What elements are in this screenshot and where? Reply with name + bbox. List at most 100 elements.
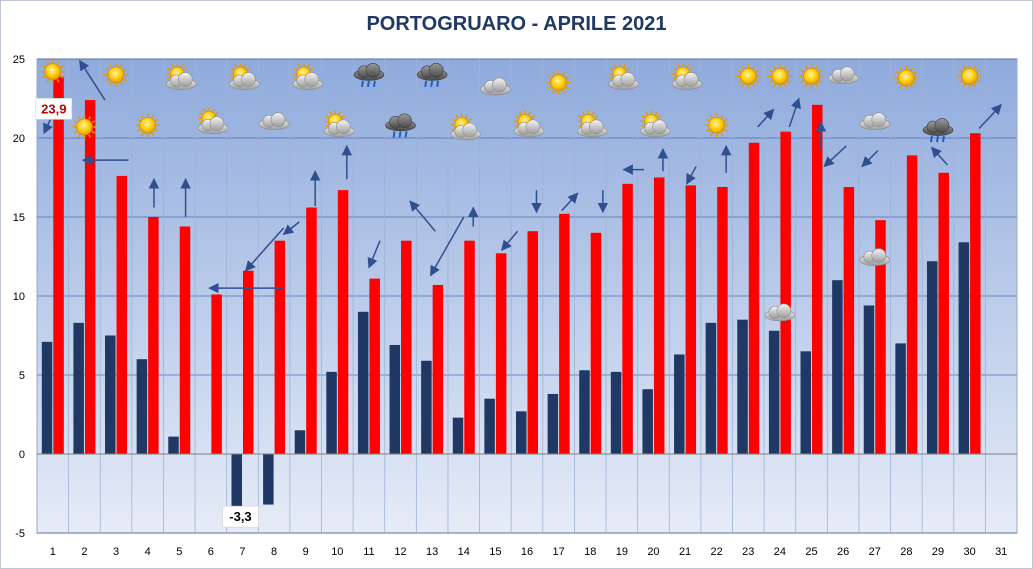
sun-ray [562,90,566,94]
sun-ray [60,75,64,79]
sun-ray [737,69,741,73]
sun-ray [783,65,787,69]
sun-ray [451,118,456,122]
cloud-puff [620,72,636,87]
sun-ray [613,64,617,68]
sun-ray [566,86,570,90]
sun-ray [566,76,570,79]
min-temp-bar [357,311,369,454]
cloud-icon [859,112,891,130]
sun-ray [686,64,690,68]
max-temp-bar [432,284,444,454]
sun-disc [771,67,789,85]
sun-ray [151,114,155,118]
cloud-icon [258,112,290,130]
sun-ray [962,65,966,69]
x-tick-label: 9 [303,546,309,558]
x-tick-label: 8 [271,546,277,558]
trend-arrow [501,230,519,251]
sun-ray [338,111,342,115]
sun-cloud-icon [165,62,197,90]
cloud-puff [776,303,792,319]
trend-arrow [685,166,697,185]
sun-ray [783,83,787,88]
sun-ray [136,118,141,122]
max-temp-bar [527,231,538,454]
sun-ray [109,64,113,68]
sun-ray [77,116,81,120]
sun-ray [230,77,234,81]
max-temp-bar [938,172,949,454]
sun-icon [40,59,65,84]
sun-ray [42,64,46,68]
max-temp-bar [53,76,64,454]
bars [41,76,981,507]
sun-disc [44,63,62,81]
sun-cloud-icon [229,62,260,90]
min-temp-bar [452,417,464,454]
sun-ray [626,67,630,71]
sun-ray [773,83,777,88]
x-tick-label: 19 [616,546,628,558]
max-temp-bar [906,155,918,454]
sun-ray [958,69,963,73]
sun-ray [910,85,914,89]
sun-icon [104,62,129,87]
min-temp-bar [547,393,559,454]
x-tick-label: 30 [963,546,975,558]
sun-ray [307,64,310,68]
min-temp-bar [642,389,653,454]
min-temp-bar [73,322,84,454]
min-temp-bar [231,454,242,507]
sun-disc [708,116,726,134]
rain-icon [385,113,416,138]
min-temp-bar [168,436,179,454]
sun-ray [297,64,301,68]
sun-ray [56,60,60,65]
min-temp-bar [895,343,906,454]
sun-disc [803,67,820,85]
sun-cloud-icon [450,113,482,141]
sun-ray [91,130,96,134]
sun-cloud-icon [324,110,355,138]
x-tick-label: 31 [995,546,1007,558]
trend-arrow [79,59,106,101]
max-temp-bar [875,220,886,454]
sun-ray [528,111,532,115]
sun-ray [136,129,141,133]
rain-icon [416,63,448,87]
trend-arrow [561,192,579,212]
sun-ray [119,82,123,86]
trend-arrow [367,240,381,269]
x-tick-label: 1 [50,546,56,558]
trend-arrow [409,200,436,232]
sun-ray [518,111,522,115]
rain-drop [404,131,408,138]
cloud-puff [336,119,351,135]
sun-disc [961,67,978,85]
x-tick-label: 6 [208,546,214,558]
sun-ray [773,65,777,69]
sun-ray [645,111,649,115]
sun-ray [202,108,206,112]
sun-cloud-icon [640,110,671,138]
sun-icon [704,113,729,138]
cloud-puff [525,119,541,135]
sun-icon [72,114,97,139]
cloud-puff [462,122,478,138]
sun-ray [709,114,713,118]
sun-ray [515,115,519,119]
sun-cloud-icon [576,110,608,138]
sun-ray [641,115,645,119]
cloud-puff [270,112,286,127]
sun-ray [56,79,60,83]
max-temp-bar [495,253,507,454]
sun-ray [578,115,582,119]
sun-ray [973,65,977,69]
x-tick-label: 23 [742,546,754,558]
trend-arrow [978,104,1002,130]
sun-ray [769,80,773,84]
sun-ray [293,67,298,71]
cloud-puff [365,63,381,78]
